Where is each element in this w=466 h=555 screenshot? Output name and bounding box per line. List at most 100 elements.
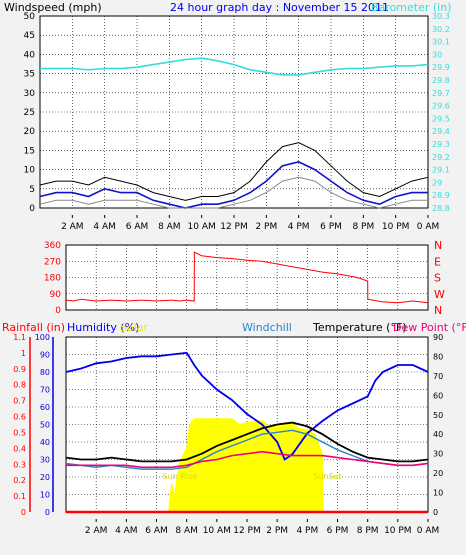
x-tick-label: 6 PM <box>327 526 349 536</box>
x-tick-label: 2 AM <box>61 222 84 232</box>
humidity-line <box>65 351 429 461</box>
rain-tick-label: 0.5 <box>13 428 26 437</box>
barometer-tick-label: 29.5 <box>432 114 450 123</box>
direction-tick-label: 180 <box>44 274 61 284</box>
solar-label: Solar <box>120 321 149 334</box>
wind-axis-label: Windspeed (mph) <box>4 1 102 14</box>
humidity-tick-label: 20 <box>40 473 50 482</box>
x-tick-label: 2 PM <box>266 526 288 536</box>
x-tick-label: 4 AM <box>93 222 116 232</box>
compass-tick-label: N <box>434 239 442 252</box>
temperature-humidity-panel: Rainfall (in) Humidity (%) Solar Windchi… <box>2 321 466 536</box>
direction-tick-label: 270 <box>44 257 61 267</box>
x-tick-label: 0 AM <box>417 222 440 232</box>
direction-tick-label: 90 <box>50 290 62 300</box>
humidity-tick-label: 50 <box>40 421 50 430</box>
temperature-label: Temperature (°F) <box>312 321 407 334</box>
rain-tick-label: 0.8 <box>13 381 26 390</box>
barometer-tick-label: 30.2 <box>432 25 450 34</box>
barometer-tick-label: 28.9 <box>432 191 450 200</box>
x-tick-label: 6 AM <box>145 526 168 536</box>
x-tick-label: 6 PM <box>320 222 342 232</box>
dewpoint-line <box>66 450 429 469</box>
barometer-tick-label: 29.2 <box>432 153 450 162</box>
temperature-tick-label: 50 <box>433 411 443 420</box>
x-tick-label: 10 PM <box>382 222 410 232</box>
rain-tick-label: 0.6 <box>13 413 26 422</box>
humidity-tick-label: 80 <box>40 368 50 377</box>
wind-direction-line <box>65 251 429 304</box>
rain-tick-label: 0.9 <box>13 365 26 374</box>
wind-tick-label: 15 <box>24 146 35 156</box>
x-tick-label: 2 PM <box>255 222 277 232</box>
barometer-tick-label: 28.8 <box>432 204 450 213</box>
temperature-tick-label: 60 <box>433 391 443 400</box>
temperature-line <box>65 421 429 463</box>
wind_low-line <box>39 176 428 209</box>
rain-tick-label: 1 <box>21 349 26 358</box>
barometer-tick-label: 29.4 <box>432 127 450 136</box>
wind-tick-label: 40 <box>24 50 36 60</box>
rain-tick-label: 0.3 <box>13 460 26 469</box>
sunset-annotation: SunSet <box>313 472 341 481</box>
x-tick-label: 12 PM <box>233 526 261 536</box>
humidity-tick-label: 100 <box>35 333 50 342</box>
x-tick-label: 8 PM <box>352 222 374 232</box>
x-tick-label: 10 AM <box>188 222 216 232</box>
temperature-tick-label: 40 <box>433 430 443 439</box>
temperature-tick-label: 90 <box>433 333 443 342</box>
x-tick-label: 10 PM <box>384 526 412 536</box>
wind-tick-label: 30 <box>24 89 36 99</box>
wind-tick-label: 5 <box>29 185 35 195</box>
windchill-label: Windchill <box>242 321 292 334</box>
rain-tick-label: 0 <box>21 508 26 517</box>
humidity-tick-label: 40 <box>40 438 50 447</box>
barometer-tick-label: 29.1 <box>432 166 450 175</box>
humidity-tick-label: 90 <box>40 351 50 360</box>
rain-tick-label: 0.7 <box>13 397 26 406</box>
x-tick-label: 12 PM <box>220 222 248 232</box>
barometer-tick-label: 29.9 <box>432 63 450 72</box>
barometer-line <box>40 57 429 76</box>
rain-tick-label: 0.4 <box>13 444 26 453</box>
direction-tick-label: 360 <box>44 241 61 251</box>
temperature-tick-label: 0 <box>433 508 438 517</box>
wind_gust-line <box>39 142 429 201</box>
humidity-tick-label: 60 <box>40 403 50 412</box>
compass-tick-label: W <box>434 288 445 301</box>
rainfall-label: Rainfall (in) <box>2 321 65 334</box>
barometer-tick-label: 29 <box>432 178 442 187</box>
x-tick-label: 2 AM <box>85 526 108 536</box>
wind-tick-label: 10 <box>24 166 36 176</box>
temperature-tick-label: 80 <box>433 352 443 361</box>
barometer-tick-label: 29.7 <box>432 89 450 98</box>
wind-barometer-panel: Windspeed (mph) 24 hour graph day : Nove… <box>4 1 452 232</box>
x-tick-label: 4 AM <box>115 526 138 536</box>
compass-tick-label: E <box>434 255 441 268</box>
humidity-tick-label: 70 <box>40 386 50 395</box>
wind-tick-label: 45 <box>24 31 35 41</box>
x-tick-label: 6 AM <box>126 222 149 232</box>
rain-tick-label: 0.2 <box>13 476 26 485</box>
x-tick-label: 8 AM <box>175 526 198 536</box>
temperature-tick-label: 70 <box>433 372 443 381</box>
x-tick-label: 0 AM <box>417 526 440 536</box>
compass-tick-label: N <box>434 304 442 317</box>
wind-tick-label: 25 <box>24 108 35 118</box>
barometer-tick-label: 29.3 <box>432 140 450 149</box>
x-tick-label: 10 AM <box>203 526 231 536</box>
temperature-tick-label: 30 <box>433 450 443 459</box>
humidity-tick-label: 10 <box>40 491 50 500</box>
barometer-axis-label: Barometer (in) <box>371 1 452 14</box>
wind-tick-label: 0 <box>29 204 35 214</box>
humidity-label: Humidity (%) <box>67 321 139 334</box>
humidity-tick-label: 0 <box>45 508 50 517</box>
wind-tick-label: 35 <box>24 70 35 80</box>
humidity-tick-label: 30 <box>40 456 50 465</box>
barometer-tick-label: 29.8 <box>432 76 450 85</box>
wind-tick-label: 20 <box>24 127 36 137</box>
dewpoint-label: Dew Point (°F) <box>393 321 466 334</box>
